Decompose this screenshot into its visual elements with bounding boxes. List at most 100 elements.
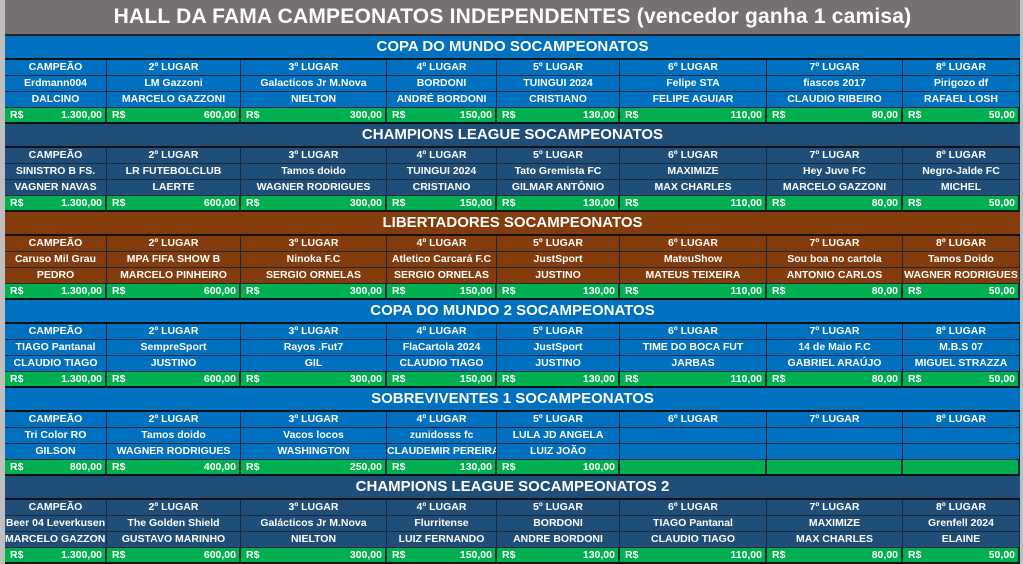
team-cell[interactable]: Vacos locos — [241, 428, 387, 444]
position-cell[interactable]: 2º LUGAR — [107, 236, 241, 252]
position-cell[interactable]: 3º LUGAR — [241, 60, 387, 76]
prize-cell[interactable] — [620, 460, 767, 476]
player-cell[interactable]: CRISTIANO — [497, 92, 620, 108]
team-cell[interactable]: Caruso Mil Grau — [5, 252, 107, 268]
player-cell[interactable]: FELIPE AGUIAR — [620, 92, 767, 108]
prize-cell[interactable]: R$ 300,00 — [241, 548, 387, 564]
team-cell[interactable]: TIME DO BOCA FUT — [620, 340, 767, 356]
prize-cell[interactable]: R$ 80,00 — [767, 548, 903, 564]
player-cell[interactable]: JUSTINO — [107, 356, 241, 372]
position-cell[interactable]: 7º LUGAR — [767, 500, 903, 516]
team-cell[interactable]: Tamos doido — [107, 428, 241, 444]
prize-cell[interactable]: R$ 80,00 — [767, 372, 903, 388]
prize-cell[interactable]: R$ 600,00 — [107, 548, 241, 564]
team-cell[interactable]: Pirigozo df — [903, 76, 1020, 92]
team-cell[interactable]: JustSport — [497, 252, 620, 268]
position-cell[interactable]: 5º LUGAR — [497, 60, 620, 76]
player-cell[interactable]: WAGNER RODRIGUES — [903, 268, 1020, 284]
prize-cell[interactable]: R$ 80,00 — [767, 196, 903, 212]
player-cell[interactable]: MICHEL — [903, 180, 1020, 196]
player-cell[interactable]: MARCELO GAZZONI — [767, 180, 903, 196]
prize-cell[interactable]: R$ 50,00 — [903, 372, 1020, 388]
player-cell[interactable]: CLAUDIO RIBEIRO — [767, 92, 903, 108]
prize-cell[interactable]: R$ 50,00 — [903, 548, 1020, 564]
team-cell[interactable]: MAXIMIZE — [767, 516, 903, 532]
team-cell[interactable]: SempreSport — [107, 340, 241, 356]
team-cell[interactable]: JustSport — [497, 340, 620, 356]
position-cell[interactable]: 7º LUGAR — [767, 60, 903, 76]
player-cell[interactable]: ANDRÉ BORDONI — [387, 92, 497, 108]
prize-cell[interactable]: R$ 50,00 — [903, 284, 1020, 300]
prize-cell[interactable]: R$ 400,00 — [107, 460, 241, 476]
prize-cell[interactable]: R$ 130,00 — [497, 548, 620, 564]
prize-cell[interactable]: R$ 150,00 — [387, 108, 497, 124]
prize-cell[interactable]: R$ 150,00 — [387, 284, 497, 300]
player-cell[interactable]: SERGIO ORNELAS — [241, 268, 387, 284]
prize-cell[interactable]: R$ 80,00 — [767, 108, 903, 124]
team-cell[interactable] — [620, 428, 767, 444]
player-cell[interactable]: GILMAR ANTÔNIO — [497, 180, 620, 196]
team-cell[interactable]: Grenfell 2024 — [903, 516, 1020, 532]
position-cell[interactable]: 2º LUGAR — [107, 412, 241, 428]
team-cell[interactable]: M.B.S 07 — [903, 340, 1020, 356]
player-cell[interactable]: ANDRE BORDONI — [497, 532, 620, 548]
prize-cell[interactable]: R$ 600,00 — [107, 196, 241, 212]
player-cell[interactable]: MARCELO GAZZONI — [107, 92, 241, 108]
position-cell[interactable]: 8º LUGAR — [903, 148, 1020, 164]
team-cell[interactable] — [903, 428, 1020, 444]
prize-cell[interactable]: R$ 300,00 — [241, 108, 387, 124]
prize-cell[interactable]: R$ 1.300,00 — [5, 548, 107, 564]
team-cell[interactable]: Galácticos Jr M.Nova — [241, 516, 387, 532]
player-cell[interactable]: MAX CHARLES — [767, 532, 903, 548]
player-cell[interactable]: SERGIO ORNELAS — [387, 268, 497, 284]
section-title[interactable]: COPA DO MUNDO 2 SOCAMPEONATOS — [5, 300, 1020, 324]
prize-cell[interactable]: R$ 600,00 — [107, 372, 241, 388]
prize-cell[interactable]: R$ 1.300,00 — [5, 108, 107, 124]
player-cell[interactable]: GABRIEL ARAÚJO — [767, 356, 903, 372]
prize-cell[interactable]: R$ 110,00 — [620, 108, 767, 124]
prize-cell[interactable]: R$ 110,00 — [620, 284, 767, 300]
position-cell[interactable]: 7º LUGAR — [767, 412, 903, 428]
prize-cell[interactable]: R$ 600,00 — [107, 284, 241, 300]
prize-cell[interactable]: R$ 130,00 — [497, 108, 620, 124]
player-cell[interactable]: RAFAEL LOSH — [903, 92, 1020, 108]
team-cell[interactable]: Tamos Doido — [903, 252, 1020, 268]
prize-cell[interactable]: R$ 300,00 — [241, 284, 387, 300]
position-cell[interactable]: 5º LUGAR — [497, 412, 620, 428]
player-cell[interactable]: LUIZ FERNANDO — [387, 532, 497, 548]
team-cell[interactable]: Sou boa no cartola — [767, 252, 903, 268]
position-cell[interactable]: 3º LUGAR — [241, 236, 387, 252]
prize-cell[interactable]: R$ 50,00 — [903, 108, 1020, 124]
team-cell[interactable]: Hey Juve FC — [767, 164, 903, 180]
section-title[interactable]: SOBREVIVENTES 1 SOCAMPEONATOS — [5, 388, 1020, 412]
team-cell[interactable]: Ninoka F.C — [241, 252, 387, 268]
team-cell[interactable]: LR FUTEBOLCLUB — [107, 164, 241, 180]
position-cell[interactable]: 2º LUGAR — [107, 148, 241, 164]
team-cell[interactable]: Tamos doido — [241, 164, 387, 180]
prize-cell[interactable]: R$ 110,00 — [620, 548, 767, 564]
position-cell[interactable]: CAMPEÃO — [5, 148, 107, 164]
team-cell[interactable]: SINISTRO B FS. — [5, 164, 107, 180]
prize-cell[interactable]: R$ 150,00 — [387, 372, 497, 388]
player-cell[interactable]: JUSTINO — [497, 268, 620, 284]
prize-cell[interactable]: R$ 300,00 — [241, 372, 387, 388]
prize-cell[interactable]: R$ 300,00 — [241, 196, 387, 212]
team-cell[interactable]: fiascos 2017 — [767, 76, 903, 92]
team-cell[interactable]: The Golden Shield — [107, 516, 241, 532]
prize-cell[interactable]: R$ 150,00 — [387, 548, 497, 564]
position-cell[interactable]: 4º LUGAR — [387, 412, 497, 428]
position-cell[interactable]: 3º LUGAR — [241, 412, 387, 428]
team-cell[interactable]: BORDONI — [497, 516, 620, 532]
position-cell[interactable]: 7º LUGAR — [767, 236, 903, 252]
section-title[interactable]: CHAMPIONS LEAGUE SOCAMPEONATOS — [5, 124, 1020, 148]
position-cell[interactable]: CAMPEÃO — [5, 412, 107, 428]
prize-cell[interactable]: R$ 800,00 — [5, 460, 107, 476]
prize-cell[interactable]: R$ 110,00 — [620, 372, 767, 388]
team-cell[interactable]: FlaCartola 2024 — [387, 340, 497, 356]
position-cell[interactable]: CAMPEÃO — [5, 60, 107, 76]
prize-cell[interactable]: R$ 50,00 — [903, 196, 1020, 212]
player-cell[interactable]: WASHINGTON — [241, 444, 387, 460]
player-cell[interactable]: JARBAS — [620, 356, 767, 372]
player-cell[interactable]: WAGNER RODRIGUES — [107, 444, 241, 460]
player-cell[interactable]: CLAUDEMIR PEREIRA — [387, 444, 497, 460]
